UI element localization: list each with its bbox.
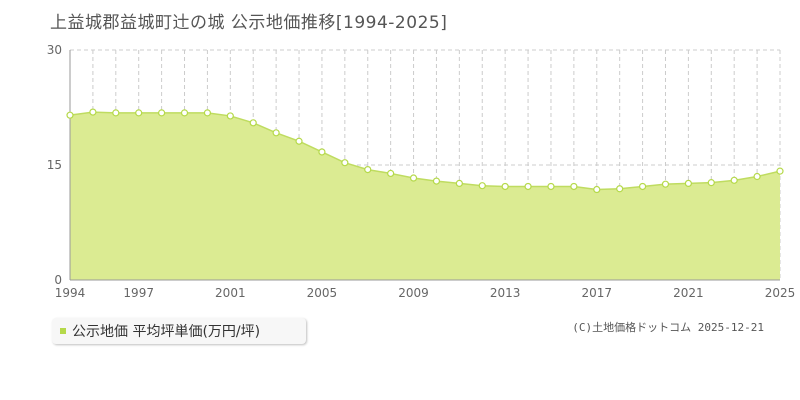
data-point (638, 182, 647, 191)
data-point (478, 182, 486, 190)
series-area (70, 112, 780, 280)
data-point (135, 109, 143, 117)
data-point (272, 129, 280, 137)
data-point (66, 111, 74, 119)
data-point (158, 109, 166, 117)
data-point (661, 180, 670, 188)
data-point (249, 119, 257, 127)
data-point (341, 159, 349, 167)
data-point (570, 182, 578, 191)
x-tick-label: 2005 (307, 286, 338, 300)
x-tick-label: 2021 (673, 286, 704, 300)
data-point (501, 182, 509, 191)
copyright-credit: (C)土地価格ドットコム 2025-12-21 (572, 321, 764, 334)
data-point (707, 179, 715, 187)
data-point (364, 166, 372, 174)
data-point (593, 185, 601, 194)
chart-legend: 公示地価 平均坪単価(万円/坪) (52, 318, 306, 344)
x-tick-label: 1994 (55, 286, 86, 300)
x-tick-label: 2025 (765, 286, 796, 300)
data-point (432, 177, 441, 185)
data-point (295, 137, 303, 145)
data-point (684, 179, 692, 187)
y-tick-label: 15 (47, 158, 62, 172)
x-tick-label: 2017 (582, 286, 613, 300)
data-point (112, 109, 120, 117)
data-point (89, 108, 97, 116)
y-tick-label: 0 (54, 273, 62, 287)
legend-label: 公示地価 平均坪単価(万円/坪) (72, 324, 261, 340)
data-point (203, 109, 212, 117)
data-point (180, 109, 189, 117)
data-point (409, 174, 418, 182)
series-line (69, 111, 781, 191)
chart-title: 上益城郡益城町辻の城 公示地価推移[1994-2025] (50, 13, 448, 33)
data-point (776, 167, 784, 175)
data-point (753, 172, 761, 181)
legend-marker (60, 328, 66, 334)
data-point (387, 169, 395, 178)
x-tick-label: 2013 (490, 286, 521, 300)
y-tick-label: 30 (47, 43, 62, 57)
data-point (226, 112, 234, 120)
data-point (616, 185, 624, 193)
data-point (730, 176, 738, 184)
data-point (318, 148, 326, 156)
x-tick-label: 1997 (123, 286, 154, 300)
x-tick-label: 2009 (398, 286, 429, 300)
data-point (547, 182, 555, 191)
x-tick-label: 2001 (215, 286, 246, 300)
data-point (455, 179, 463, 187)
data-point (524, 182, 532, 191)
